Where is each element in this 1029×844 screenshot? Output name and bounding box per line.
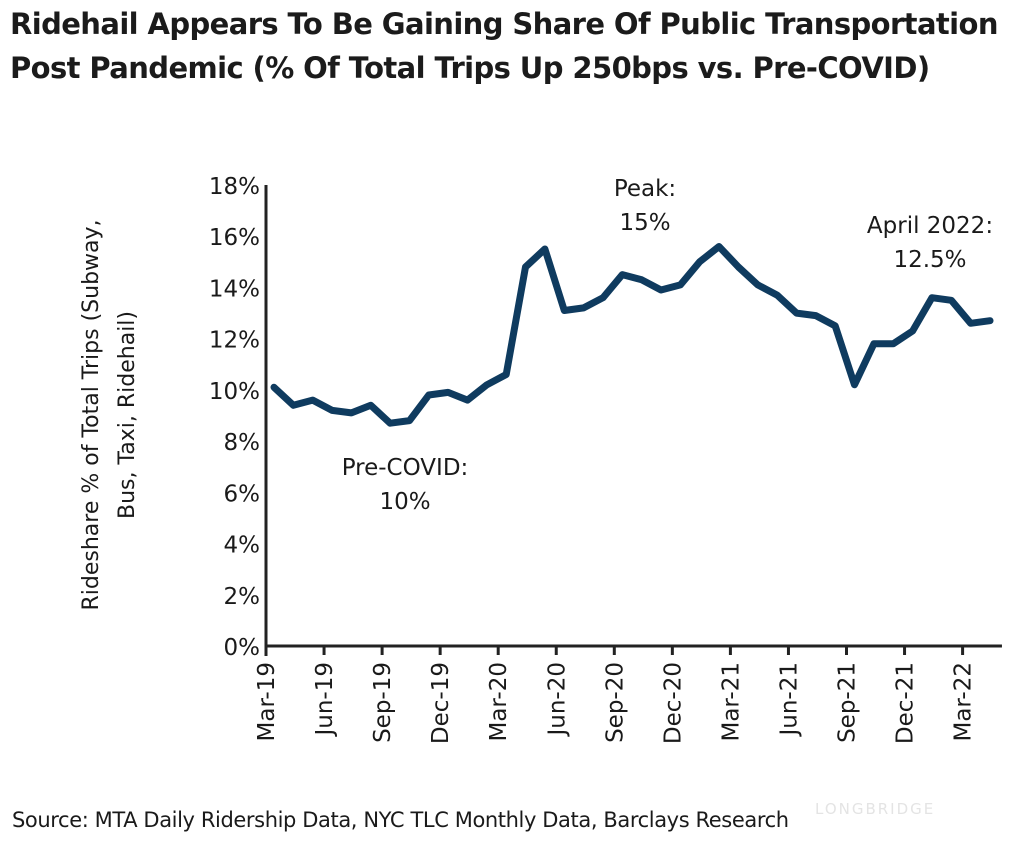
x-tick-label: Mar-22 (951, 662, 977, 742)
x-tick-label: Sep-21 (835, 662, 861, 743)
y-tick-label: 14% (209, 276, 260, 302)
y-tick-label: 12% (209, 328, 260, 354)
annotations: Peak: 15% April 2022: 12.5% Pre-COVID: 10% (342, 176, 993, 515)
chart-title: Ridehail Appears To Be Gaining Share Of … (10, 7, 998, 85)
y-axis-label: Rideshare % of Total Trips (Subway, Bus, … (79, 219, 140, 610)
x-tick-label: Sep-19 (370, 662, 396, 743)
x-tick-label: Mar-20 (486, 662, 512, 742)
annotation-text: April 2022: (867, 213, 993, 239)
x-axis-ticks: Mar-19 Jun-19 Sep-19 Dec-19 Mar-20 Jun-20 Sep-… (254, 646, 977, 744)
y-axis-title-line: Bus, Taxi, Ridehail) (115, 311, 140, 519)
x-tick-label: Jun-19 (312, 662, 338, 738)
y-tick-label: 4% (224, 533, 261, 559)
y-tick-label: 8% (224, 430, 261, 456)
annotation-text: 12.5% (893, 247, 966, 273)
source-note: Source: MTA Daily Ridership Data, NYC TL… (12, 808, 789, 832)
y-axis-ticks: 0% 2% 4% 6% 8% 10% 12% 14% 16% 18% (209, 174, 260, 661)
series-group (270, 243, 994, 427)
x-tick-label: Sep-20 (602, 662, 628, 743)
y-tick-label: 6% (224, 481, 261, 507)
x-tick-label: Dec-21 (893, 662, 919, 744)
annotation-text: 10% (379, 489, 430, 515)
y-tick-label: 10% (209, 379, 260, 405)
x-tick-label: Dec-19 (428, 662, 454, 744)
y-tick-label: 2% (224, 584, 261, 610)
y-tick-label: 18% (209, 174, 260, 200)
annotation-text: Pre-COVID: (342, 455, 469, 481)
y-tick-label: 16% (209, 225, 260, 251)
x-tick-label: Jun-21 (776, 662, 802, 738)
watermark: LONGBRIDGE (815, 800, 936, 818)
x-tick-label: Dec-20 (660, 662, 686, 744)
y-axis-title-line: Rideshare % of Total Trips (Subway, (79, 219, 104, 610)
annotation-text: Peak: (614, 176, 676, 202)
x-tick-label: Mar-19 (254, 662, 280, 742)
series-line (270, 243, 994, 427)
x-tick-label: Jun-20 (544, 662, 570, 738)
line-chart: Rideshare % of Total Trips (Subway, Bus, … (79, 174, 1002, 744)
y-tick-label: 0% (224, 635, 261, 661)
annotation-text: 15% (619, 210, 670, 236)
x-tick-label: Mar-21 (718, 662, 744, 742)
